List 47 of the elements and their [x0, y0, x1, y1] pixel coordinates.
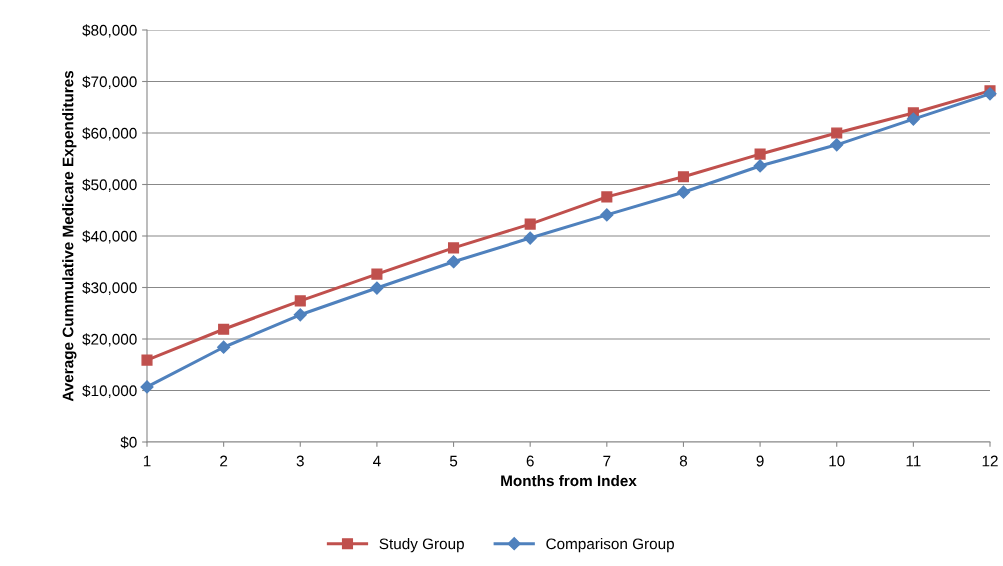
point	[446, 255, 461, 269]
y-axis-title: Average Cummulative Medicare Expenditures	[62, 70, 77, 402]
point	[830, 138, 844, 152]
x-tick-label: 6	[526, 455, 534, 467]
legend-label: Comparison Group	[546, 538, 674, 553]
x-tick-label: 9	[756, 455, 764, 467]
point	[906, 112, 920, 126]
point	[217, 340, 231, 354]
y-tick-label: $10,000	[82, 384, 137, 398]
x-tick-label: 5	[449, 455, 458, 467]
point	[831, 127, 843, 139]
point	[754, 148, 766, 160]
y-tick-label: $20,000	[82, 333, 137, 347]
point	[293, 308, 307, 322]
x-axis-title: Months from Index	[501, 474, 637, 487]
point	[523, 231, 537, 245]
point	[600, 208, 614, 222]
point	[753, 159, 767, 173]
point	[294, 295, 306, 307]
y-tick-label: $50,000	[82, 178, 137, 192]
y-tick-label: $40,000	[82, 230, 137, 244]
legend-label: Study Group	[379, 538, 464, 553]
x-tick-label: 7	[603, 455, 611, 467]
y-tick-label: $70,000	[82, 75, 137, 89]
point	[141, 354, 153, 366]
x-tick-label: 4	[373, 455, 381, 467]
y-tick-label: $0	[120, 436, 137, 449]
point	[983, 87, 997, 101]
y-tick-label: $60,000	[82, 127, 137, 141]
x-tick-label: 1	[143, 455, 151, 467]
point	[218, 323, 230, 335]
y-tick-label: $80,000	[82, 24, 137, 38]
x-tick-label: 8	[679, 455, 688, 467]
point	[676, 185, 691, 199]
x-tick-label: 11	[906, 455, 921, 467]
point	[371, 268, 383, 280]
point	[601, 191, 613, 203]
point	[370, 281, 384, 295]
x-tick-label: 3	[296, 455, 304, 467]
x-tick-label: 10	[829, 455, 845, 467]
point	[140, 380, 154, 394]
y-tick-label: $30,000	[82, 281, 137, 295]
x-tick-label: 2	[220, 455, 228, 467]
x-tick-label: 12	[982, 455, 998, 467]
point	[447, 242, 460, 254]
point	[677, 171, 690, 183]
point	[524, 218, 536, 230]
